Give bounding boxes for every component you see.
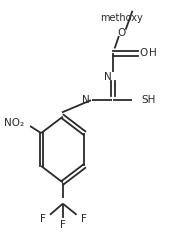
Text: O: O bbox=[118, 28, 126, 38]
Text: F: F bbox=[81, 214, 87, 224]
Text: O: O bbox=[139, 48, 148, 58]
Text: methoxy: methoxy bbox=[100, 13, 143, 23]
Text: F: F bbox=[60, 220, 66, 230]
Text: NO₂: NO₂ bbox=[4, 118, 24, 128]
Text: N: N bbox=[104, 72, 111, 82]
Text: SH: SH bbox=[142, 95, 156, 105]
Text: H: H bbox=[149, 48, 157, 58]
Text: F: F bbox=[40, 214, 46, 224]
Text: N: N bbox=[82, 95, 90, 105]
